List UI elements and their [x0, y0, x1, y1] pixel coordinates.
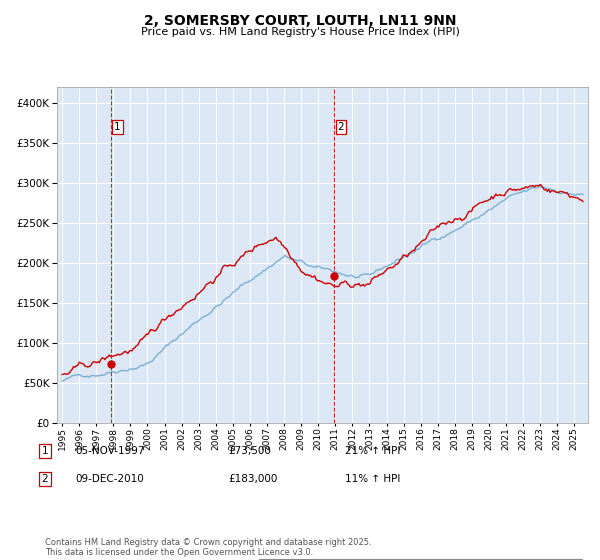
Text: 2: 2: [41, 474, 49, 484]
Text: Price paid vs. HM Land Registry's House Price Index (HPI): Price paid vs. HM Land Registry's House …: [140, 27, 460, 37]
Text: 05-NOV-1997: 05-NOV-1997: [75, 446, 145, 456]
Text: 1: 1: [41, 446, 49, 456]
Text: 1: 1: [114, 122, 121, 132]
Text: 11% ↑ HPI: 11% ↑ HPI: [345, 474, 400, 484]
Text: £73,500: £73,500: [228, 446, 271, 456]
Text: £183,000: £183,000: [228, 474, 277, 484]
Text: 2: 2: [338, 122, 344, 132]
Text: 2, SOMERSBY COURT, LOUTH, LN11 9NN: 2, SOMERSBY COURT, LOUTH, LN11 9NN: [144, 14, 456, 28]
Text: Contains HM Land Registry data © Crown copyright and database right 2025.
This d: Contains HM Land Registry data © Crown c…: [45, 538, 371, 557]
Legend: 2, SOMERSBY COURT, LOUTH, LN11 9NN (detached house), HPI: Average price, detache: 2, SOMERSBY COURT, LOUTH, LN11 9NN (deta…: [258, 559, 583, 560]
Text: 09-DEC-2010: 09-DEC-2010: [75, 474, 144, 484]
Text: 21% ↑ HPI: 21% ↑ HPI: [345, 446, 400, 456]
